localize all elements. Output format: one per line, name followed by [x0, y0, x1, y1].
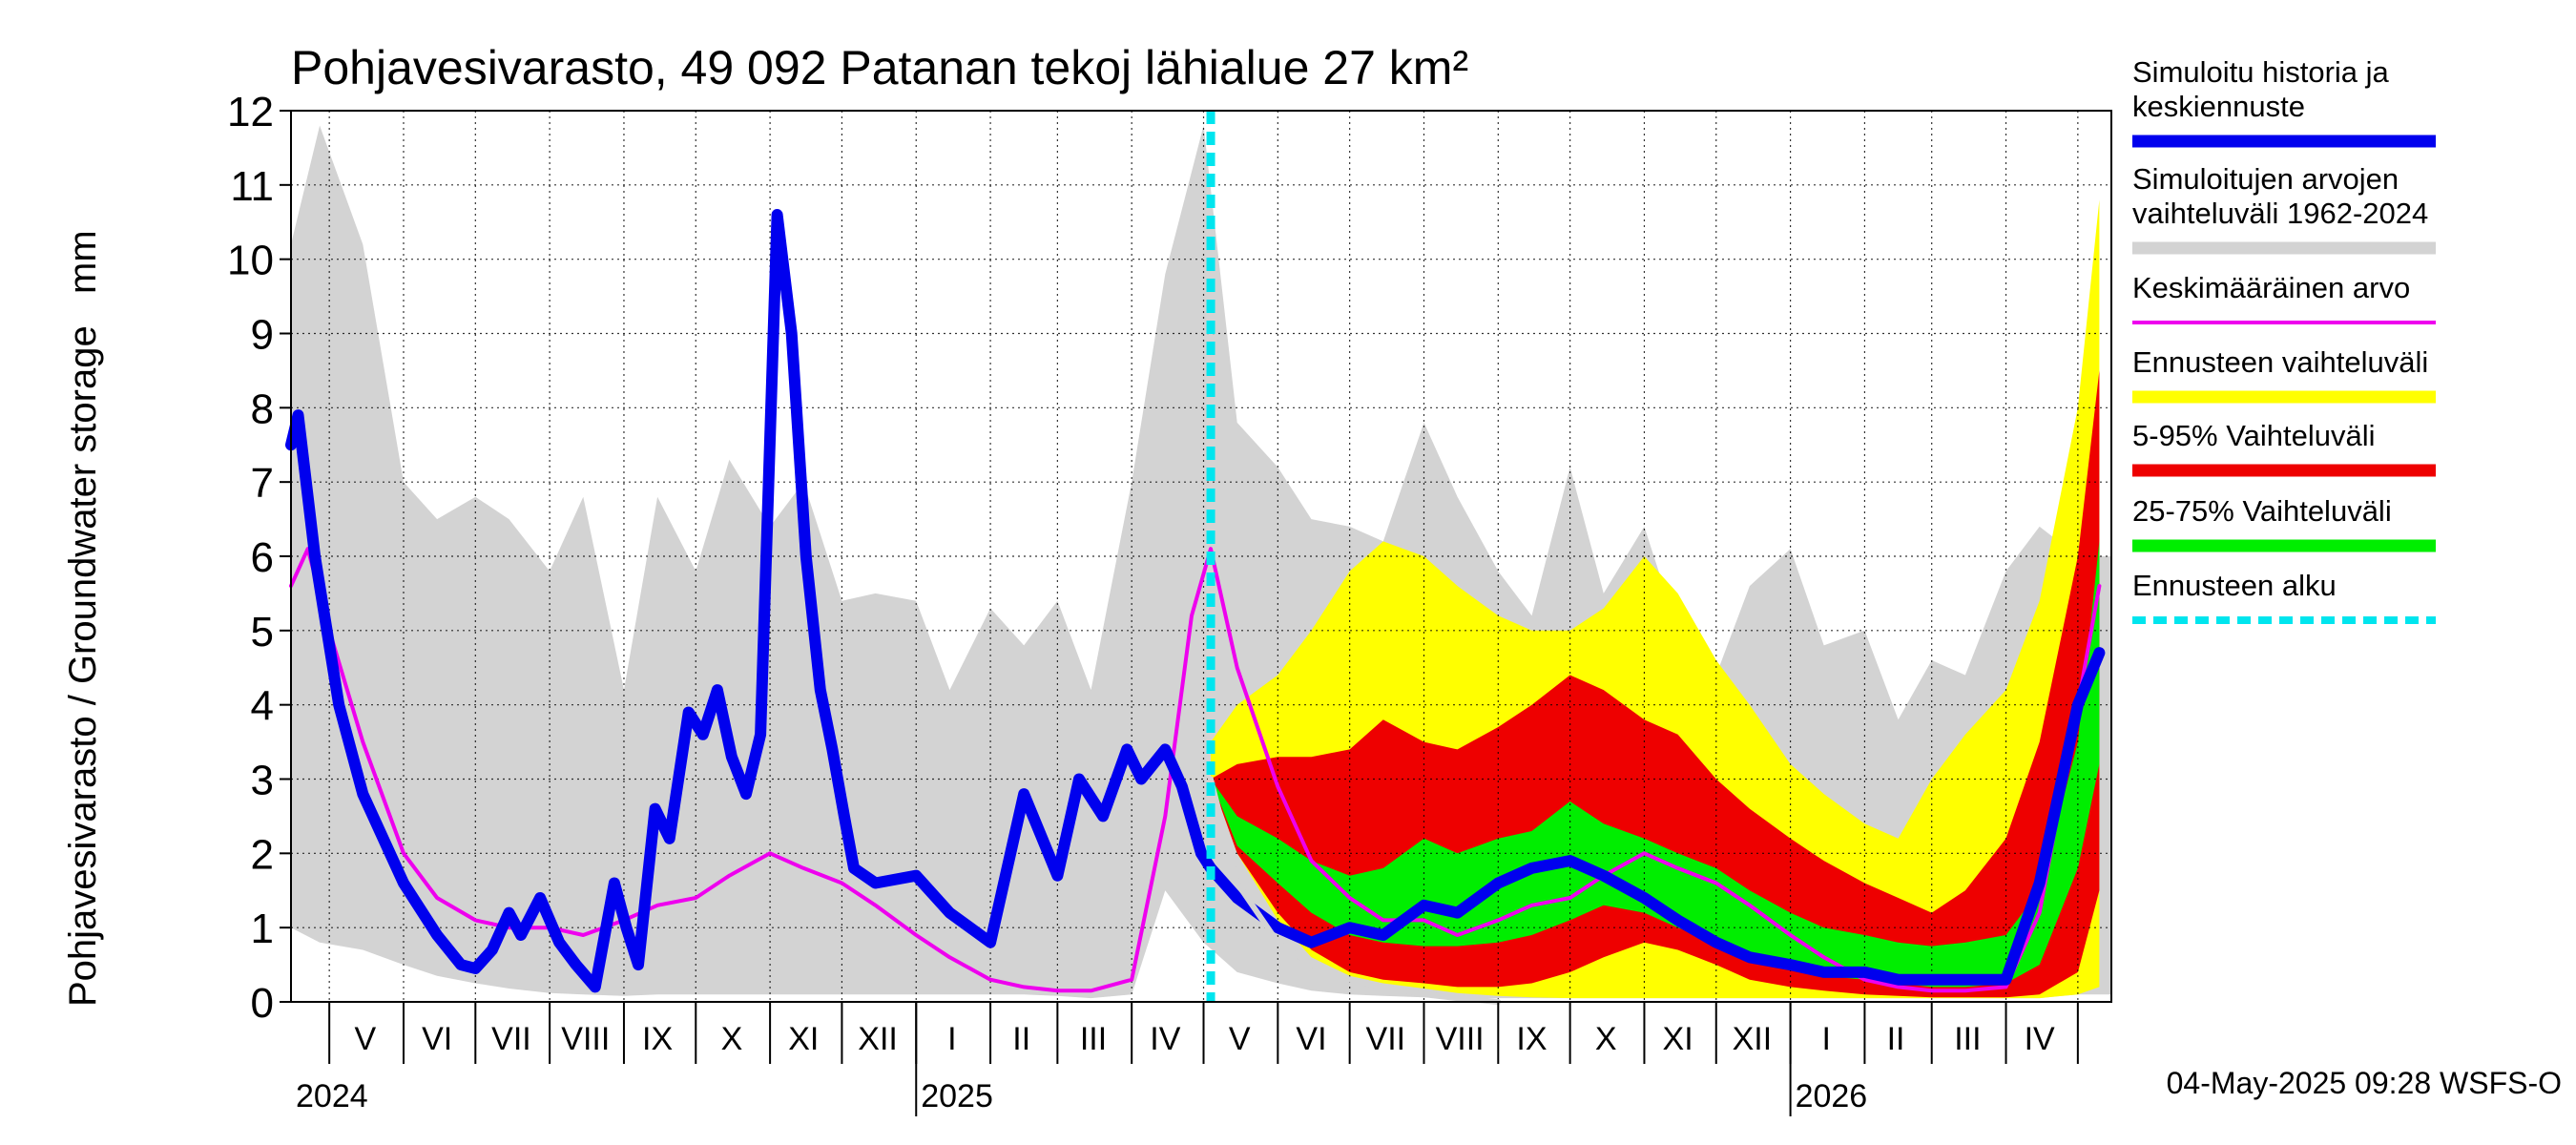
- y-tick-label: 1: [251, 906, 274, 952]
- y-tick-label: 0: [251, 980, 274, 1027]
- year-label: 2025: [921, 1078, 993, 1114]
- y-tick-label: 11: [230, 163, 274, 210]
- legend-label: Keskimääräinen arvo: [2132, 271, 2410, 304]
- month-label: II: [1887, 1021, 1905, 1057]
- year-label: 2024: [296, 1078, 368, 1114]
- line-2: [1208, 776, 1502, 1005]
- line-1: [285, 209, 2106, 993]
- y-tick-label: 2: [251, 831, 274, 878]
- month-label: II: [1012, 1021, 1030, 1057]
- month-label: I: [947, 1021, 956, 1057]
- month-label: VI: [422, 1021, 452, 1057]
- y-tick-label: 6: [251, 534, 274, 581]
- month-label: VI: [1296, 1021, 1326, 1057]
- month-label: IX: [642, 1021, 673, 1057]
- month-label: III: [1080, 1021, 1107, 1057]
- legend-label: vaihteluväli 1962-2024: [2132, 197, 2428, 230]
- timestamp: 04-May-2025 09:28 WSFS-O: [2167, 1066, 2562, 1100]
- legend-label: Simuloitujen arvojen: [2132, 162, 2399, 196]
- y-tick-label: 5: [251, 609, 274, 656]
- month-label: VII: [491, 1021, 531, 1057]
- legend-label: keskiennuste: [2132, 90, 2305, 123]
- band-3: [1211, 541, 2100, 988]
- y-tick-label: 3: [251, 758, 274, 804]
- legend-label: 25-75% Vaihteluväli: [2132, 494, 2392, 528]
- y-tick-label: 8: [251, 385, 274, 432]
- month-label: X: [1595, 1021, 1617, 1057]
- y-tick-label: 4: [251, 683, 274, 730]
- y-tick-label: 7: [251, 460, 274, 507]
- year-label: 2026: [1796, 1078, 1868, 1114]
- month-label: IV: [1150, 1021, 1180, 1057]
- month-label: VIII: [1436, 1021, 1485, 1057]
- y-tick-label: 12: [227, 89, 274, 135]
- legend-label: Ennusteen vaihteluväli: [2132, 345, 2428, 379]
- chart-title: Pohjavesivarasto, 49 092 Patanan tekoj l…: [291, 41, 1468, 94]
- y-tick-label: 9: [251, 312, 274, 359]
- month-label: V: [1229, 1021, 1251, 1057]
- month-label: V: [354, 1021, 376, 1057]
- month-label: IV: [2025, 1021, 2055, 1057]
- month-label: VIII: [561, 1021, 610, 1057]
- month-label: I: [1822, 1021, 1831, 1057]
- month-label: XII: [858, 1021, 898, 1057]
- y-tick-label: 10: [227, 238, 274, 284]
- month-label: XI: [788, 1021, 819, 1057]
- legend-label: 5-95% Vaihteluväli: [2132, 419, 2375, 452]
- month-label: XI: [1663, 1021, 1693, 1057]
- legend-label: Ennusteen alku: [2132, 569, 2337, 602]
- month-label: III: [1954, 1021, 1981, 1057]
- month-label: VII: [1366, 1021, 1406, 1057]
- band-2: [1211, 370, 2100, 998]
- month-label: IX: [1516, 1021, 1547, 1057]
- line-0: [289, 547, 2102, 993]
- y-axis-label: Pohjavesivarasto / Groundwater storage m…: [62, 230, 104, 1007]
- month-label: X: [721, 1021, 743, 1057]
- month-label: XII: [1733, 1021, 1773, 1057]
- legend-label: Simuloitu historia ja: [2132, 55, 2390, 89]
- grid: [291, 111, 2111, 1002]
